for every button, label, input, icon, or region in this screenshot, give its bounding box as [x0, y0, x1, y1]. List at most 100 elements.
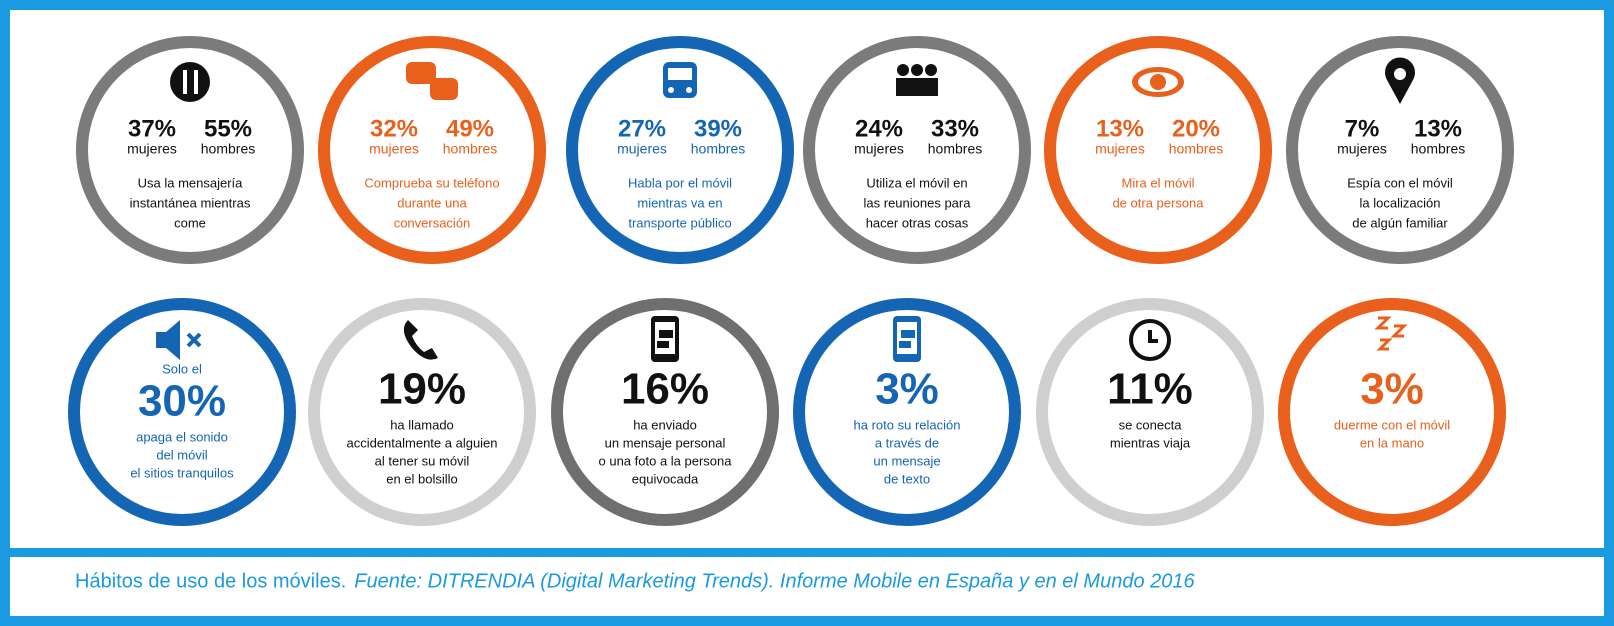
icon	[896, 64, 938, 96]
description: un mensaje personal	[605, 435, 726, 450]
description: se conecta	[1119, 417, 1183, 432]
stat-value: 20%	[1172, 115, 1220, 142]
icon-part	[170, 62, 210, 102]
description: del móvil	[156, 447, 207, 462]
icon-part	[897, 64, 909, 76]
description: hacer otras cosas	[866, 215, 969, 230]
description: al tener su móvil	[375, 453, 470, 468]
description: de texto	[884, 471, 930, 486]
icon-part	[186, 332, 202, 348]
divider	[0, 548, 1614, 557]
description: mientras viaja	[1110, 435, 1191, 450]
stat-value: 32%	[370, 115, 418, 142]
icon-part	[925, 64, 937, 76]
stat-label: mujeres	[127, 141, 177, 157]
stat-value: 27%	[618, 115, 666, 142]
ring	[318, 36, 546, 264]
stat-label: mujeres	[1095, 141, 1145, 157]
icon	[1374, 316, 1408, 351]
icon-part	[156, 320, 180, 360]
icon-part	[686, 87, 692, 93]
stat-label: mujeres	[369, 141, 419, 157]
description: o una foto a la persona	[599, 453, 733, 468]
stat-value: 49%	[446, 115, 494, 142]
stat-label: mujeres	[617, 141, 667, 157]
ring	[566, 36, 794, 264]
description: Espía con el móvil	[1347, 175, 1453, 190]
stat-value: 24%	[855, 115, 903, 142]
icon	[1129, 319, 1171, 361]
stat-value: 7%	[1345, 115, 1380, 142]
description: las reuniones para	[864, 195, 972, 210]
icon-part	[1150, 74, 1166, 90]
icon-part	[1148, 330, 1158, 343]
stat-value: 33%	[931, 115, 979, 142]
description: un mensaje	[873, 453, 940, 468]
stat-value: 55%	[204, 115, 252, 142]
ring	[68, 298, 296, 526]
icon	[403, 320, 438, 360]
value: 19%	[378, 365, 466, 414]
icon-part	[1390, 324, 1408, 338]
description: a través de	[875, 435, 939, 450]
icon-part	[659, 330, 673, 338]
stat-label: hombres	[1411, 141, 1465, 157]
icon-part	[403, 320, 438, 360]
description: conversación	[394, 215, 471, 230]
icon	[406, 62, 458, 100]
description: Mira el móvil	[1122, 175, 1195, 190]
description: Habla por el móvil	[628, 175, 732, 190]
icon-part	[668, 68, 692, 80]
icon	[156, 320, 202, 360]
icon-part	[901, 330, 915, 338]
description: apaga el sonido	[136, 429, 228, 444]
description: la localización	[1360, 195, 1441, 210]
value: 30%	[138, 377, 226, 426]
description: accidentalmente a alguien	[346, 435, 497, 450]
stat-value: 13%	[1096, 115, 1144, 142]
ring	[1278, 298, 1506, 526]
description: ha roto su relación	[854, 417, 961, 432]
intro: Solo el	[162, 361, 202, 376]
icon-part	[896, 78, 910, 96]
description: instantánea mientras	[130, 195, 251, 210]
value: 11%	[1107, 365, 1193, 414]
description: transporte público	[628, 215, 731, 230]
description: ha enviado	[633, 417, 697, 432]
ring	[803, 36, 1031, 264]
icon-part	[668, 87, 674, 93]
value: 3%	[875, 365, 939, 414]
icon	[170, 62, 210, 102]
icon-part	[657, 341, 669, 348]
description: Comprueba su teléfono	[364, 175, 499, 190]
ring	[551, 298, 779, 526]
caption-title: Hábitos de uso de los móviles.	[75, 570, 346, 592]
icon-part	[911, 64, 923, 76]
icon-part	[183, 70, 187, 94]
ring	[1044, 36, 1272, 264]
description: en la mano	[1360, 435, 1424, 450]
icon	[1132, 67, 1184, 97]
description: equivocada	[632, 471, 699, 486]
description: durante una	[397, 195, 467, 210]
description: mientras va en	[637, 195, 722, 210]
description: de otra persona	[1112, 195, 1204, 210]
ring	[1286, 36, 1514, 264]
stat-label: hombres	[928, 141, 982, 157]
description: duerme con el móvil	[1334, 417, 1450, 432]
stat-label: mujeres	[1337, 141, 1387, 157]
icon	[663, 62, 697, 98]
description: en el bolsillo	[386, 471, 458, 486]
value: 16%	[621, 365, 709, 414]
icon-part	[1129, 319, 1171, 361]
stat-label: mujeres	[854, 141, 904, 157]
stat-label: hombres	[443, 141, 497, 157]
icon-part	[1394, 68, 1406, 80]
stat-value: 39%	[694, 115, 742, 142]
icon-part	[430, 78, 458, 100]
stat-label: hombres	[691, 141, 745, 157]
icon-part	[194, 70, 198, 94]
icon	[1385, 57, 1415, 104]
stat-label: hombres	[201, 141, 255, 157]
